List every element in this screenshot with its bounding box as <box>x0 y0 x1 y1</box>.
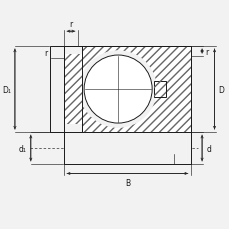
Bar <box>64 47 82 133</box>
Bar <box>153 82 166 98</box>
Text: r: r <box>204 47 208 56</box>
Circle shape <box>84 56 152 123</box>
Text: d₁: d₁ <box>19 144 27 153</box>
Text: D: D <box>218 85 224 94</box>
Text: d: d <box>205 144 210 153</box>
Bar <box>153 82 166 98</box>
Text: r: r <box>69 20 72 29</box>
Text: r: r <box>44 49 47 57</box>
Text: r: r <box>180 144 183 153</box>
Bar <box>50 47 190 133</box>
Bar <box>64 133 190 164</box>
Text: D₁: D₁ <box>2 85 11 94</box>
Bar <box>64 47 82 55</box>
Bar <box>50 47 190 133</box>
Bar <box>64 125 82 133</box>
Circle shape <box>80 52 155 128</box>
Bar <box>64 47 82 133</box>
Bar <box>50 47 190 133</box>
Bar <box>50 47 64 133</box>
Text: B: B <box>124 178 129 187</box>
